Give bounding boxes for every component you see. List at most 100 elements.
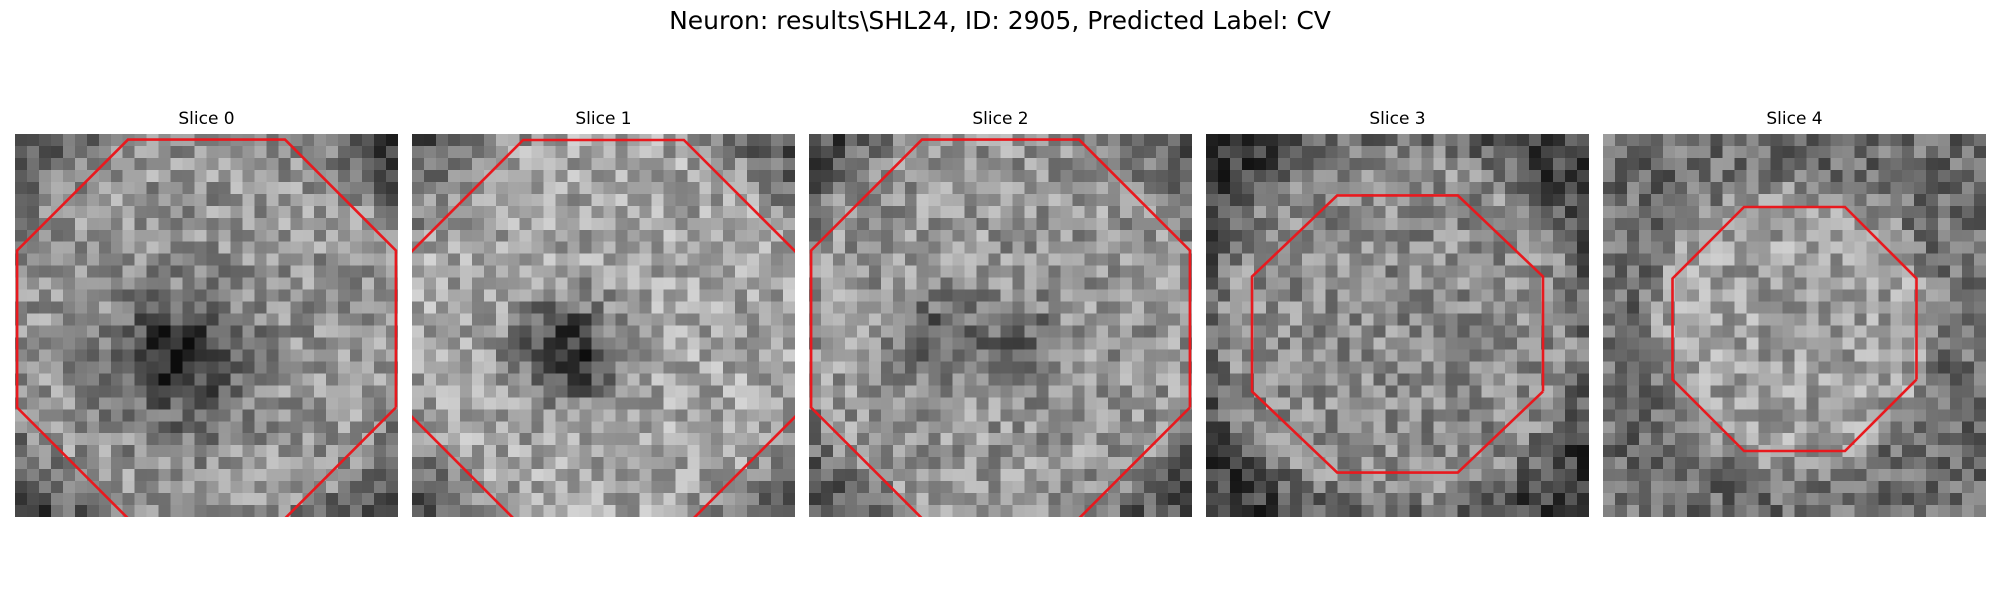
image-pixel bbox=[723, 145, 736, 159]
image-pixel bbox=[1048, 229, 1061, 243]
image-pixel bbox=[134, 493, 148, 506]
image-pixel bbox=[459, 181, 473, 195]
image-pixel bbox=[615, 313, 629, 327]
image-pixel bbox=[1722, 349, 1736, 363]
image-pixel bbox=[278, 157, 291, 171]
image-pixel bbox=[507, 373, 521, 386]
image-pixel bbox=[1385, 265, 1399, 279]
image-pixel bbox=[1626, 169, 1640, 183]
image-pixel bbox=[711, 277, 724, 291]
image-pixel bbox=[1818, 217, 1832, 231]
image-pixel bbox=[1950, 277, 1963, 291]
image-pixel bbox=[1120, 313, 1133, 327]
image-pixel bbox=[1529, 241, 1542, 255]
image-pixel bbox=[447, 157, 461, 171]
image-pixel bbox=[1806, 325, 1820, 339]
image-pixel bbox=[1902, 157, 1915, 171]
image-pixel bbox=[447, 217, 461, 231]
image-pixel bbox=[832, 265, 846, 279]
image-pixel bbox=[1481, 193, 1494, 207]
image-pixel bbox=[880, 433, 894, 446]
image-pixel bbox=[230, 205, 244, 219]
image-pixel bbox=[711, 433, 724, 446]
image-pixel bbox=[435, 385, 449, 398]
image-pixel bbox=[412, 169, 425, 183]
image-pixel bbox=[735, 241, 748, 255]
image-pixel bbox=[1782, 361, 1796, 374]
image-pixel bbox=[809, 457, 822, 470]
image-pixel bbox=[1277, 361, 1291, 374]
image-pixel bbox=[326, 289, 339, 303]
image-pixel bbox=[182, 301, 196, 315]
image-pixel bbox=[302, 217, 315, 231]
image-pixel bbox=[916, 361, 930, 374]
image-pixel bbox=[1289, 373, 1303, 386]
image-pixel bbox=[627, 265, 641, 279]
image-pixel bbox=[1577, 169, 1589, 183]
image-pixel bbox=[206, 313, 220, 327]
image-pixel bbox=[1541, 145, 1554, 159]
image-pixel bbox=[1782, 457, 1796, 470]
image-pixel bbox=[1603, 169, 1616, 183]
image-pixel bbox=[1313, 157, 1327, 171]
image-pixel bbox=[182, 421, 196, 434]
image-pixel bbox=[1614, 205, 1628, 219]
image-pixel bbox=[242, 493, 255, 506]
image-pixel bbox=[1481, 505, 1494, 517]
image-pixel bbox=[1553, 397, 1566, 410]
image-pixel bbox=[38, 445, 52, 458]
image-pixel bbox=[362, 277, 375, 291]
image-pixel bbox=[1337, 433, 1351, 446]
image-pixel bbox=[1722, 217, 1736, 231]
image-pixel bbox=[1445, 505, 1458, 517]
image-pixel bbox=[1638, 433, 1652, 446]
image-pixel bbox=[302, 145, 315, 159]
image-pixel bbox=[531, 265, 545, 279]
image-pixel bbox=[230, 373, 244, 386]
image-pixel bbox=[1577, 373, 1589, 386]
image-pixel bbox=[1217, 205, 1231, 219]
image-pixel bbox=[218, 397, 232, 410]
image-pixel bbox=[1529, 481, 1542, 494]
image-pixel bbox=[242, 409, 255, 422]
image-pixel bbox=[459, 253, 473, 267]
image-pixel bbox=[1698, 397, 1712, 410]
image-pixel bbox=[483, 421, 497, 434]
image-pixel bbox=[483, 337, 497, 351]
image-pixel bbox=[1397, 385, 1411, 398]
image-pixel bbox=[447, 193, 461, 207]
image-pixel bbox=[1674, 181, 1688, 195]
image-pixel bbox=[1722, 277, 1736, 291]
image-pixel bbox=[1180, 313, 1192, 327]
image-pixel bbox=[1962, 349, 1975, 363]
image-pixel bbox=[1313, 337, 1327, 351]
image-pixel bbox=[555, 349, 569, 363]
image-pixel bbox=[1974, 313, 1986, 327]
image-pixel bbox=[386, 385, 398, 398]
image-pixel bbox=[1457, 301, 1470, 315]
image-pixel bbox=[1746, 349, 1760, 363]
image-pixel bbox=[1890, 445, 1903, 458]
image-pixel bbox=[1313, 217, 1327, 231]
image-pixel bbox=[1746, 181, 1760, 195]
image-pixel bbox=[1206, 445, 1219, 458]
image-pixel bbox=[1120, 337, 1133, 351]
image-pixel bbox=[1120, 397, 1133, 410]
image-pixel bbox=[1638, 277, 1652, 291]
image-pixel bbox=[374, 433, 387, 446]
image-pixel bbox=[1301, 373, 1315, 386]
image-pixel bbox=[856, 385, 870, 398]
image-pixel bbox=[783, 181, 795, 195]
image-pixel bbox=[1421, 169, 1435, 183]
image-pixel bbox=[1349, 337, 1363, 351]
image-pixel bbox=[1421, 217, 1435, 231]
image-pixel bbox=[1253, 205, 1267, 219]
image-pixel bbox=[1481, 229, 1494, 243]
image-pixel bbox=[98, 337, 112, 351]
image-pixel bbox=[1553, 349, 1566, 363]
image-pixel bbox=[1529, 421, 1542, 434]
image-pixel bbox=[1108, 241, 1121, 255]
image-pixel bbox=[1325, 373, 1339, 386]
image-pixel bbox=[1962, 301, 1975, 315]
image-pixel bbox=[218, 157, 232, 171]
